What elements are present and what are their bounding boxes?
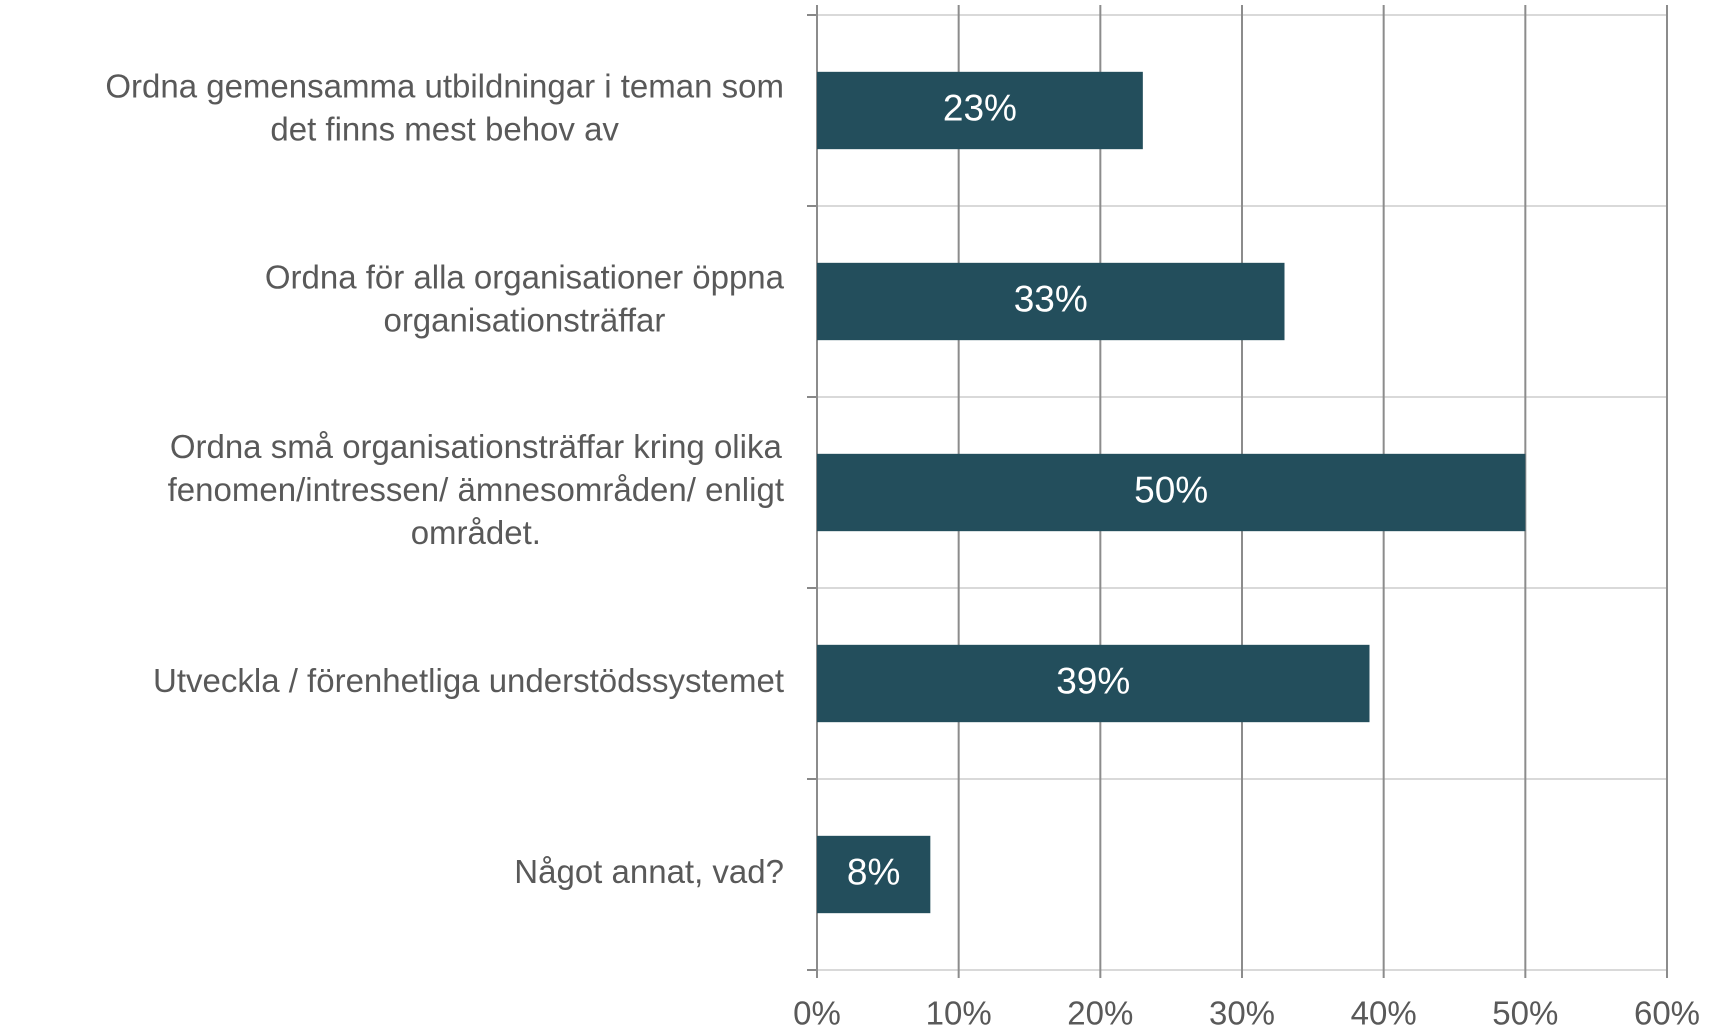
- category-label-line: området.: [411, 514, 541, 551]
- category-label: Ordna för alla organisationer öppna organ…: [265, 259, 785, 339]
- value-label: 23%: [943, 87, 1017, 128]
- x-tick-label: 40%: [1351, 995, 1417, 1032]
- value-label: 39%: [1056, 660, 1130, 701]
- category-label-line: Utveckla / förenhetliga understödssystem…: [153, 662, 784, 699]
- category-label-line: Ordna små organisationsträffar kring oli…: [170, 428, 783, 465]
- x-tick-label: 30%: [1209, 995, 1275, 1032]
- bar: [817, 262, 1285, 341]
- x-tick-label: 0%: [793, 995, 841, 1032]
- bar: [817, 453, 1526, 532]
- category-label-line: organisationsträffar: [383, 302, 665, 339]
- x-tick-label: 60%: [1634, 995, 1700, 1032]
- bar: [817, 71, 1143, 150]
- value-label: 8%: [847, 851, 900, 892]
- bar: [817, 644, 1370, 723]
- x-tick-label: 20%: [1067, 995, 1133, 1032]
- category-label-line: Ordna gemensamma utbildningar i teman so…: [105, 68, 784, 105]
- category-label: Utveckla / förenhetliga understödssystem…: [153, 662, 784, 699]
- category-label-line: fenomen/intressen/ ämnesområden/ enligt: [168, 471, 784, 508]
- category-label-line: Något annat, vad?: [514, 853, 784, 890]
- x-tick-label: 10%: [926, 995, 992, 1032]
- bar: [817, 835, 931, 914]
- x-tick-label: 50%: [1492, 995, 1558, 1032]
- category-label-line: det finns mest behov av: [270, 111, 619, 148]
- category-label: Ordna små organisationsträffar kring oli…: [168, 428, 784, 551]
- value-label: 33%: [1014, 278, 1088, 319]
- category-label-line: Ordna för alla organisationer öppna: [265, 259, 785, 296]
- value-label: 50%: [1134, 469, 1208, 510]
- category-label: Något annat, vad?: [514, 853, 784, 890]
- category-label: Ordna gemensamma utbildningar i teman so…: [105, 68, 784, 148]
